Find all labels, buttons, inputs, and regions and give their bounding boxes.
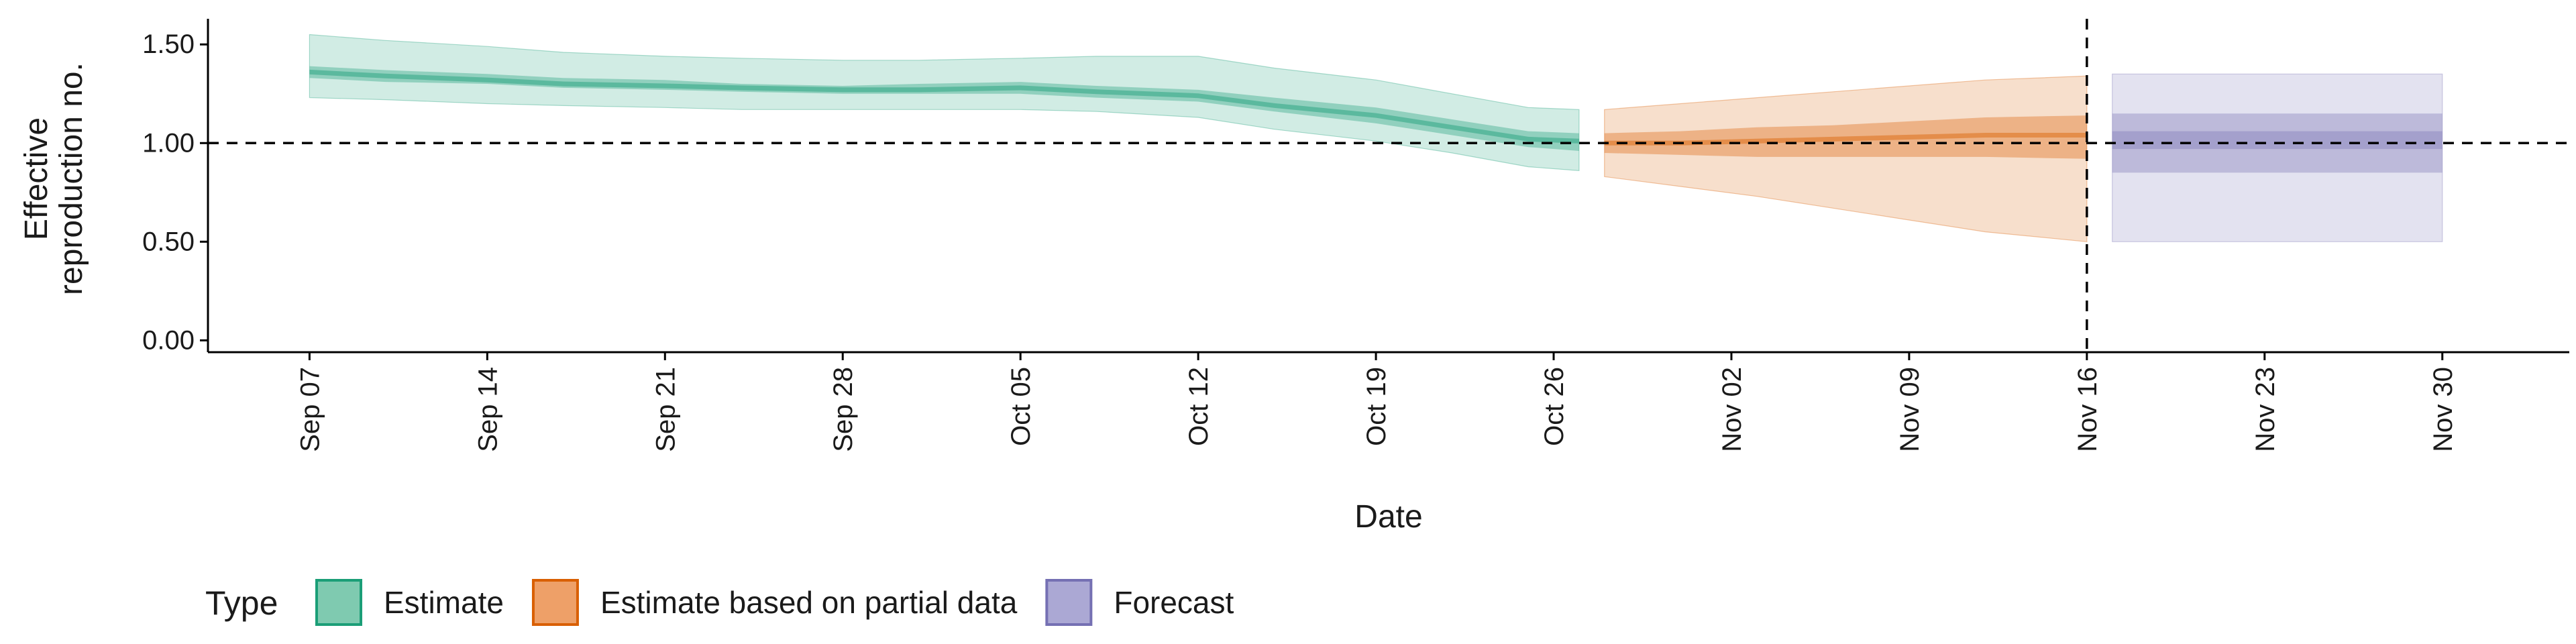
legend-key-estimate	[315, 579, 362, 626]
band-90-forecast	[2112, 73, 2443, 242]
x-tick-label: Sep 21	[651, 367, 680, 452]
y-axis-title-line: reproduction no.	[54, 62, 89, 295]
x-tick-label: Nov 30	[2428, 367, 2458, 452]
series-estimate	[309, 34, 1580, 172]
legend-key-estimate-based-on-partial-data	[531, 579, 579, 626]
x-axis-title: Date	[1354, 499, 1422, 535]
x-tick-label: Oct 26	[1540, 367, 1569, 446]
series-forecast	[2112, 73, 2443, 242]
series-bands	[309, 34, 2443, 242]
y-axis-title: Effectivereproduction no.	[19, 62, 89, 295]
x-tick-label: Nov 23	[2251, 367, 2280, 452]
series-estimate-based-on-partial-data	[1604, 75, 2088, 242]
axes: 0.00 0.50 1.00 1.50 Sep 07 Sep 14 Sep 21 Sep 28…	[19, 19, 2569, 535]
legend-label-estimate: Estimate	[384, 585, 504, 620]
band-90-estimate	[309, 34, 1580, 172]
legend-label-estimate-based-on-partial-data: Estimate based on partial data	[600, 585, 1018, 620]
y-tick-label: 0.00	[142, 325, 195, 355]
band-20-forecast	[2112, 131, 2443, 150]
legend: Type Estimate Estimate based on partial da…	[205, 579, 1234, 626]
legend-label-forecast: Forecast	[1114, 585, 1234, 620]
x-tick-label: Sep 14	[473, 367, 502, 452]
y-axis-title-line: Effective	[19, 117, 54, 240]
x-tick-label: Nov 09	[1895, 367, 1925, 452]
band-50-estimate-based-on-partial-data	[1604, 115, 2087, 159]
x-tick-label: Sep 07	[295, 367, 325, 452]
median-estimate	[309, 69, 1579, 144]
median-estimate-based-on-partial-data	[1604, 133, 2087, 146]
x-tick-label: Oct 19	[1362, 367, 1391, 446]
x-tick-label: Oct 12	[1184, 367, 1214, 446]
x-tick-label: Sep 28	[828, 367, 858, 452]
legend-title: Type	[205, 584, 278, 622]
band-90-estimate-based-on-partial-data	[1604, 75, 2088, 242]
x-tick-label: Nov 16	[2073, 367, 2102, 452]
x-tick-label: Nov 02	[1717, 367, 1747, 452]
y-tick-label: 1.50	[142, 30, 195, 59]
y-tick-label: 0.50	[142, 227, 195, 256]
x-tick-label: Oct 05	[1006, 367, 1036, 446]
y-tick-label: 1.00	[142, 128, 195, 158]
legend-key-forecast	[1045, 579, 1093, 626]
band-50-estimate	[309, 66, 1579, 151]
